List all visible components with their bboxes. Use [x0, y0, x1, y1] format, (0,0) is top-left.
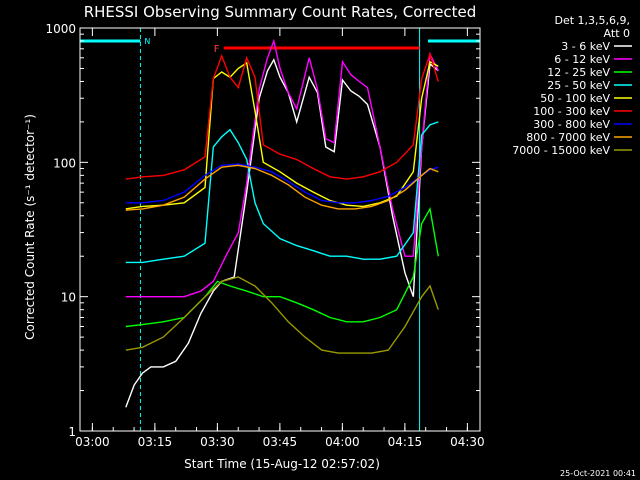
legend-label-3: 25 - 50 keV: [547, 79, 610, 92]
x-tick-label-6: 04:30: [450, 435, 485, 449]
legend-label-0: 3 - 6 keV: [561, 40, 610, 53]
legend-label-5: 100 - 300 keV: [533, 105, 610, 118]
series-line-5: [125, 51, 439, 180]
legend-label-6: 300 - 800 keV: [533, 118, 610, 131]
flare-marker: F: [214, 44, 220, 55]
x-tick-label-2: 03:30: [200, 435, 235, 449]
x-tick-label-3: 03:45: [263, 435, 298, 449]
legend-label-8: 7000 - 15000 keV: [512, 144, 610, 157]
x-axis-label: Start Time (15-Aug-12 02:57:02): [184, 457, 380, 471]
legend-label-4: 50 - 100 keV: [540, 92, 610, 105]
x-tick-label-0: 03:00: [75, 435, 110, 449]
series-line-7: [125, 164, 439, 211]
series-line-4: [125, 60, 439, 210]
y-axis-label: Corrected Count Rate (s⁻¹ detector⁻¹): [23, 114, 37, 340]
axes: 03:00 03:15 03:30 03:45 04:00 04:15 04:30 1 10 10…: [45, 22, 484, 449]
series-line-6: [125, 163, 439, 204]
series-line-3: [125, 121, 439, 264]
legend-label-7: 800 - 7000 keV: [526, 131, 610, 144]
series-line-8: [125, 276, 439, 354]
series-line-1: [125, 38, 439, 298]
plot-area: NF: [80, 28, 481, 431]
chart-title: RHESSI Observing Summary Count Rates, Co…: [84, 3, 477, 21]
legend-label-1: 6 - 12 keV: [554, 53, 610, 66]
legend-header-1: Att 0: [604, 27, 630, 40]
series-line-0: [125, 58, 439, 408]
x-tick-label-1: 03:15: [138, 435, 173, 449]
legend-header-0: Det 1,3,5,6,9,: [554, 14, 630, 27]
y-tick-label-3: 1000: [45, 22, 76, 36]
x-tick-label-4: 04:00: [325, 435, 360, 449]
y-tick-label-2: 100: [53, 156, 76, 170]
legend-label-2: 12 - 25 keV: [547, 66, 610, 79]
x-tick-label-5: 04:15: [388, 435, 423, 449]
series-line-2: [125, 206, 439, 328]
y-tick-label-1: 10: [61, 291, 76, 305]
y-tick-label-0: 1: [68, 425, 76, 439]
night-marker: N: [144, 37, 150, 46]
footer-date: 25-Oct-2021 00:41: [560, 469, 636, 478]
